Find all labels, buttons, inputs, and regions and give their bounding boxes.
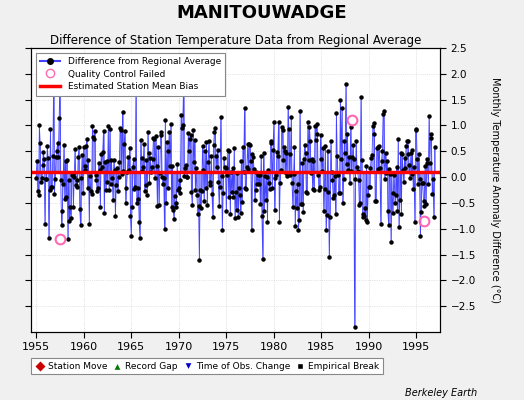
Text: Berkeley Earth: Berkeley Earth (405, 388, 477, 398)
Y-axis label: Monthly Temperature Anomaly Difference (°C): Monthly Temperature Anomaly Difference (… (490, 77, 500, 303)
Text: MANITOUWADGE: MANITOUWADGE (177, 4, 347, 22)
Title: Difference of Station Temperature Data from Regional Average: Difference of Station Temperature Data f… (50, 34, 421, 47)
Legend: Station Move, Record Gap, Time of Obs. Change, Empirical Break: Station Move, Record Gap, Time of Obs. C… (31, 358, 383, 374)
